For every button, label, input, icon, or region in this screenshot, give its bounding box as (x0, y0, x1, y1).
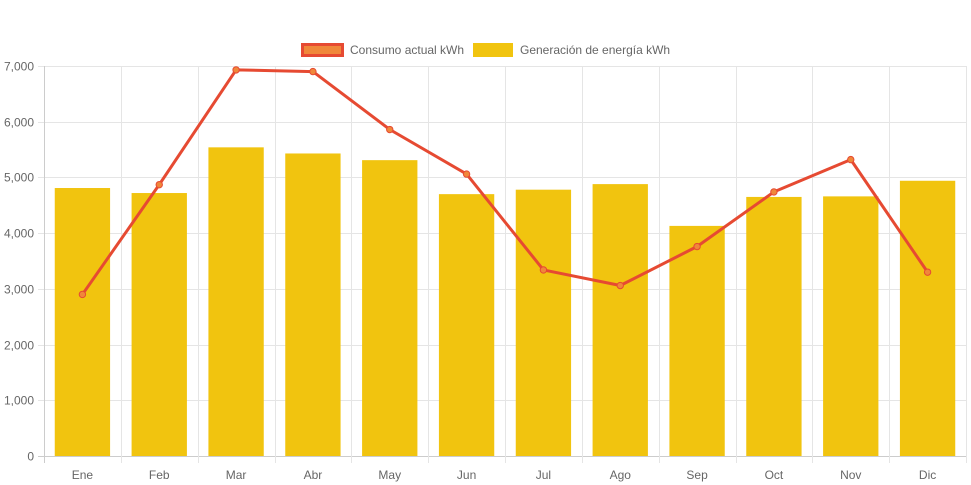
point-oct (770, 188, 778, 196)
point-nov (847, 155, 855, 164)
x-tick-label: Ene (72, 468, 94, 482)
y-tick-label: 1,000 (4, 394, 34, 408)
point-mar (232, 66, 240, 74)
x-tick-label: Abr (304, 468, 323, 482)
bar-dic (899, 180, 956, 456)
bar-sep (669, 225, 725, 456)
x-tick-label: Mar (226, 468, 247, 482)
point-jul (539, 266, 548, 274)
point-dic (923, 268, 932, 276)
point-ago (616, 281, 624, 290)
point-abr (309, 67, 317, 76)
bar-jul (515, 189, 572, 456)
bar-feb (131, 193, 187, 456)
x-tick-label: Jul (536, 468, 551, 482)
point-may (386, 125, 394, 134)
bar-oct (746, 196, 802, 456)
y-tick-label: 3,000 (4, 283, 34, 297)
x-tick-label: May (378, 468, 401, 482)
legend-swatch-generacion (473, 43, 513, 57)
point-ene (78, 290, 87, 299)
x-tick-label: Sep (686, 468, 708, 482)
gridlines (38, 66, 967, 463)
legend-label-generacion: Generación de energía kWh (520, 43, 670, 57)
y-tick-label: 2,000 (4, 339, 34, 353)
y-tick-label: 6,000 (4, 116, 34, 130)
bar-mar (208, 147, 264, 457)
bar-ene (54, 188, 111, 456)
legend: Consumo actual kWh Generación de energía … (301, 43, 670, 57)
legend-label-consumo: Consumo actual kWh (350, 43, 464, 57)
y-tick-label: 5,000 (4, 171, 34, 185)
bar-nov (823, 196, 879, 456)
legend-swatch-consumo (301, 43, 344, 57)
bar-series (54, 147, 956, 457)
y-tick-label: 7,000 (4, 60, 34, 74)
bar-may (362, 160, 418, 456)
x-tick-label: Nov (840, 468, 861, 482)
x-axis: Ene Feb Mar Abr May Jun Jul Ago Sep Oct Nov Dic (72, 468, 937, 482)
consumo-line (81, 68, 929, 296)
point-sep (693, 242, 701, 251)
bar-ago (592, 184, 648, 456)
point-jun (462, 170, 471, 178)
x-tick-label: Dic (919, 468, 936, 482)
x-tick-label: Oct (765, 468, 784, 482)
y-tick-label: 0 (27, 450, 34, 464)
y-axis: 0 1,000 2,000 3,000 4,000 5,000 6,000 7,000 (4, 60, 34, 464)
point-feb (155, 180, 163, 189)
x-tick-label: Feb (149, 468, 170, 482)
y-tick-label: 4,000 (4, 227, 34, 241)
line-series (78, 66, 932, 299)
bar-jun (438, 194, 495, 456)
x-tick-label: Ago (610, 468, 632, 482)
x-tick-label: Jun (457, 468, 476, 482)
bar-abr (285, 153, 341, 456)
